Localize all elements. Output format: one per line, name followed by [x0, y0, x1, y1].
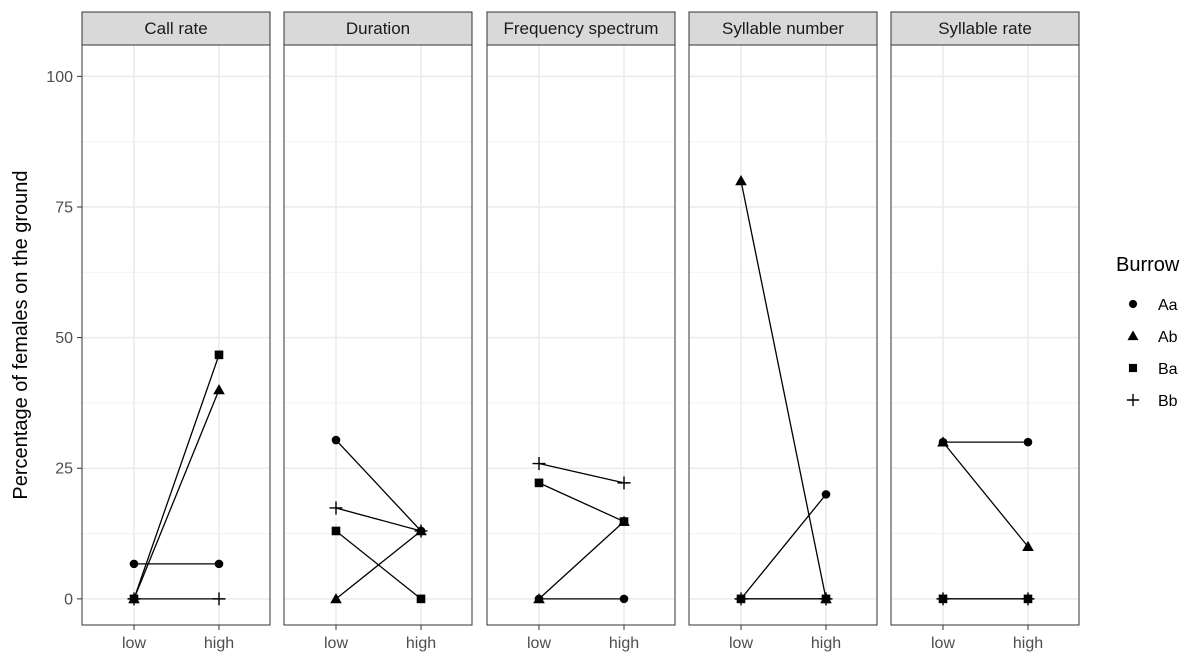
data-point-aa	[1023, 437, 1033, 447]
data-point-aa	[214, 559, 224, 569]
y-tick-label: 75	[55, 199, 73, 216]
facet-panel: Frequency spectrum low high	[486, 11, 676, 652]
data-point-ab	[330, 593, 342, 604]
legend-key-ba	[1128, 363, 1138, 373]
facet-strip	[283, 11, 473, 46]
data-point-ab	[533, 593, 545, 604]
data-point-bb	[414, 524, 428, 538]
data-point-bb	[127, 592, 141, 606]
x-tick-label: high	[811, 635, 841, 652]
x-tick-label: low	[324, 635, 348, 652]
panel-background	[891, 45, 1079, 625]
data-point-bb	[212, 592, 226, 606]
data-point-ab	[735, 175, 747, 186]
data-point-aa	[821, 490, 831, 499]
legend-label: Ba	[1158, 361, 1178, 378]
data-point-aa	[331, 435, 341, 445]
facet-panel: Syllable number low high	[688, 11, 878, 652]
facet-title: Syllable rate	[938, 19, 1032, 38]
data-point-bb	[734, 592, 748, 606]
facet-title: Call rate	[144, 19, 207, 38]
series-line-aa	[335, 439, 422, 532]
panel-background	[487, 45, 675, 625]
x-tick-label: low	[122, 635, 146, 652]
legend-label: Ab	[1158, 329, 1178, 346]
legend-key-aa	[1128, 299, 1138, 309]
series-line-ba	[335, 530, 422, 600]
facet-title: Frequency spectrum	[504, 19, 659, 38]
data-point-bb	[1021, 592, 1035, 606]
series-line-aa	[740, 493, 827, 600]
data-point-bb	[329, 501, 343, 515]
facet-panel: Call rate low high	[81, 11, 271, 652]
facet-panels: 0 25 50 75 100 Call rate low high Duration low hig…	[46, 11, 1080, 652]
panel-background	[82, 45, 270, 625]
x-tick-label: low	[729, 635, 753, 652]
data-point-bb	[532, 457, 546, 471]
data-point-ba	[331, 526, 341, 536]
x-tick-label: low	[527, 635, 551, 652]
panel-background	[689, 45, 877, 625]
x-tick-label: low	[931, 635, 955, 652]
series-line-ab	[740, 180, 827, 600]
y-tick-label: 50	[55, 330, 73, 347]
y-tick-label: 25	[55, 461, 73, 478]
series-line-ab	[133, 389, 220, 600]
facet-title: Syllable number	[722, 19, 844, 38]
data-point-ab	[1022, 540, 1034, 551]
series-line-bb	[538, 462, 625, 484]
facet-title: Duration	[346, 19, 410, 38]
data-point-ab	[937, 436, 949, 447]
x-tick-label: high	[1013, 635, 1043, 652]
legend: Burrow Aa Ab Ba Bb	[1116, 254, 1180, 410]
legend-key-ab	[1127, 330, 1139, 341]
data-point-ba	[619, 517, 629, 526]
series-line-ab	[538, 521, 625, 600]
legend-key-bb	[1126, 393, 1140, 407]
facet-strip	[688, 11, 878, 46]
data-point-aa	[619, 594, 629, 604]
data-point-aa	[129, 559, 139, 569]
data-point-ba	[214, 350, 224, 360]
series-line-ba	[538, 482, 625, 523]
data-point-bb	[819, 592, 833, 606]
facet-panel: Syllable rate low high	[890, 11, 1080, 652]
y-axis-title: Percentage of females on the ground	[10, 170, 32, 499]
x-tick-label: high	[204, 635, 234, 652]
data-point-bb	[936, 592, 950, 606]
series-line-ba	[133, 354, 220, 600]
facet-strip	[890, 11, 1080, 46]
y-tick-label: 0	[64, 591, 73, 608]
data-point-ba	[416, 594, 426, 604]
legend-label: Bb	[1158, 393, 1178, 410]
data-point-ba	[534, 478, 544, 488]
data-point-ab	[213, 384, 225, 395]
series-line-bb	[335, 507, 422, 532]
y-tick-label: 100	[46, 69, 73, 86]
data-point-bb	[617, 476, 631, 490]
facet-panel: Duration low high	[283, 11, 473, 652]
facet-strip	[486, 11, 676, 46]
panel-background	[284, 45, 472, 625]
facet-strip	[81, 11, 271, 46]
legend-title: Burrow	[1116, 254, 1180, 276]
x-tick-label: high	[609, 635, 639, 652]
series-line-ab	[942, 441, 1029, 548]
x-tick-label: high	[406, 635, 436, 652]
legend-label: Aa	[1158, 297, 1178, 314]
